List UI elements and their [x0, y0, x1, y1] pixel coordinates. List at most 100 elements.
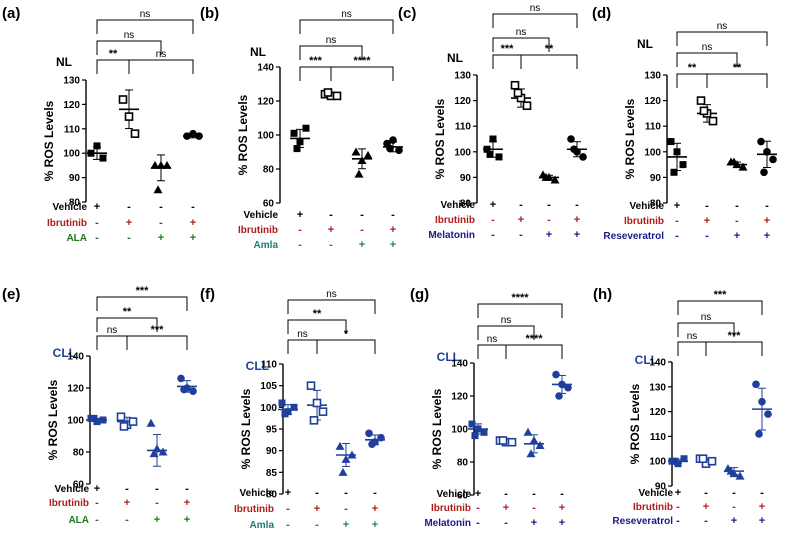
treatment-sign: -	[95, 514, 99, 526]
significance-label: **	[123, 306, 132, 318]
y-tick-label: 120	[454, 96, 471, 107]
data-point	[156, 160, 166, 169]
bracket-line	[299, 66, 332, 81]
data-point	[735, 471, 745, 480]
significance-bracket: ns	[676, 21, 768, 46]
bracket-line	[520, 54, 578, 69]
data-point	[318, 407, 328, 416]
treatment-sign: +	[518, 214, 524, 226]
condition-label: NL	[637, 37, 653, 51]
y-tick-label: 90	[460, 173, 472, 184]
treatment-sign: -	[676, 501, 680, 513]
treatment-sign: -	[675, 215, 679, 227]
bracket-line	[706, 73, 768, 88]
y-tick-label: 80	[266, 490, 278, 501]
significance-bracket: **	[96, 48, 130, 74]
treatment-sign: -	[95, 232, 99, 244]
y-tick-label: 110	[650, 432, 667, 443]
data-point	[389, 136, 397, 144]
bracket-line	[316, 339, 376, 354]
data-point	[281, 410, 289, 418]
y-axis-label: % ROS Levels	[236, 94, 250, 175]
panel-label: (c)	[398, 5, 416, 22]
treatment-sign: +	[559, 502, 565, 514]
treatment-sign: -	[491, 229, 495, 241]
significance-label: ns	[717, 21, 728, 32]
treatment-sign: -	[735, 215, 739, 227]
data-point	[764, 410, 772, 418]
data-point	[293, 145, 301, 153]
condition-label: CLL	[53, 346, 76, 360]
treatment-sign: +	[372, 503, 378, 515]
bracket-line	[677, 300, 763, 315]
y-axis-label: % ROS Levels	[42, 100, 56, 181]
panel-label: (d)	[592, 5, 611, 22]
treatment-label: Ibrutinib	[435, 215, 475, 226]
treatment-sign: +	[390, 239, 396, 251]
y-tick-label: 80	[263, 165, 275, 176]
treatment-sign: -	[732, 487, 736, 499]
bracket-line	[126, 335, 188, 350]
panel-label: (a)	[2, 5, 20, 22]
treatment-sign: -	[504, 517, 508, 529]
data-point	[386, 144, 394, 153]
significance-label: **	[733, 62, 742, 74]
treatment-sign: -	[532, 502, 536, 514]
significance-label: ***	[501, 43, 515, 55]
treatment-label: Amla	[250, 520, 275, 531]
y-tick-label: 110	[261, 360, 278, 371]
treatment-sign: -	[344, 503, 348, 515]
y-tick-label: 120	[644, 96, 661, 107]
bracket-line	[299, 19, 394, 34]
treatment-sign: -	[125, 483, 129, 495]
data-point	[302, 124, 310, 132]
treatment-sign: -	[705, 200, 709, 212]
bracket-line	[128, 59, 194, 74]
treatment-sign: -	[476, 502, 480, 514]
y-tick-label: 90	[69, 173, 81, 184]
treatment-sign: +	[343, 519, 349, 531]
treatment-sign: -	[735, 200, 739, 212]
treatment-sign: -	[159, 217, 163, 229]
treatment-sign: -	[760, 487, 764, 499]
chart-panel-d: (d) NL % ROS Levels 80 90 100 110 120 130 ** ** nsn…	[592, 5, 777, 242]
treatment-sign: +	[124, 497, 130, 509]
significance-label: ns	[107, 325, 118, 336]
data-point	[338, 467, 348, 476]
data-point	[124, 112, 134, 121]
significance-bracket: ns	[287, 329, 318, 354]
data-point	[570, 145, 578, 154]
data-point	[152, 444, 162, 453]
y-tick-label: 140	[649, 358, 666, 369]
condition-label: CLL	[635, 353, 658, 367]
treatment-sign: +	[559, 517, 565, 529]
significance-bracket: ns	[96, 325, 128, 350]
significance-bracket: **	[676, 62, 708, 88]
treatment-sign: +	[674, 200, 680, 212]
data-point	[149, 449, 159, 458]
data-point	[351, 147, 361, 156]
treatment-label: Ibrutinib	[633, 502, 673, 513]
treatment-sign: -	[547, 199, 551, 211]
data-point	[474, 425, 482, 433]
y-tick-label: 90	[650, 173, 662, 184]
treatment-sign: -	[95, 217, 99, 229]
data-point	[667, 138, 675, 146]
treatment-sign: +	[734, 230, 740, 242]
data-point	[306, 381, 316, 390]
significance-bracket: ***	[96, 285, 188, 311]
treatment-sign: -	[127, 232, 131, 244]
significance-label: ***	[714, 289, 728, 301]
data-point	[579, 153, 587, 161]
data-point	[162, 160, 172, 169]
y-tick-label: 100	[63, 149, 80, 160]
y-tick-label: 80	[69, 198, 81, 209]
significance-label: ns	[687, 331, 698, 342]
bracket-line	[287, 299, 376, 314]
significance-bracket: ns	[677, 331, 707, 356]
treatment-sign: -	[191, 201, 195, 213]
data-point	[278, 399, 286, 407]
